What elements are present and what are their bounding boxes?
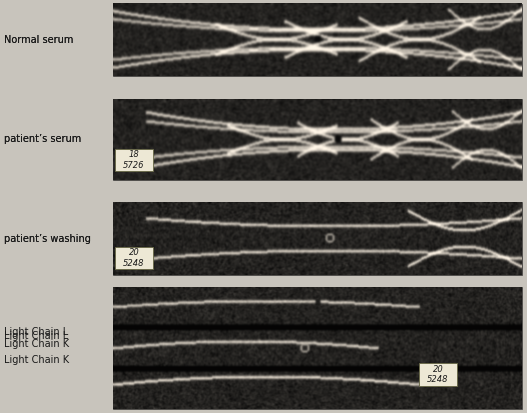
Text: patient’s serum: patient’s serum bbox=[4, 134, 82, 145]
Bar bbox=[113, 4, 522, 76]
Text: Light Chain K: Light Chain K bbox=[4, 355, 70, 365]
FancyBboxPatch shape bbox=[419, 363, 457, 386]
Text: 20
5248: 20 5248 bbox=[123, 248, 144, 268]
Text: Light Chain K: Light Chain K bbox=[4, 339, 70, 349]
FancyBboxPatch shape bbox=[115, 149, 153, 171]
Bar bbox=[113, 287, 522, 409]
FancyBboxPatch shape bbox=[115, 247, 153, 269]
Text: patient’s washing: patient’s washing bbox=[4, 233, 91, 244]
Text: Light Chain L: Light Chain L bbox=[4, 331, 69, 341]
Text: 20
5248: 20 5248 bbox=[427, 365, 448, 385]
Text: Light Chain L: Light Chain L bbox=[4, 328, 69, 337]
Bar bbox=[113, 99, 522, 180]
Text: patient’s washing: patient’s washing bbox=[4, 233, 91, 244]
Text: 18
5726: 18 5726 bbox=[123, 150, 144, 170]
Text: Normal serum: Normal serum bbox=[4, 35, 74, 45]
Text: Normal serum: Normal serum bbox=[4, 35, 74, 45]
Bar bbox=[113, 202, 522, 275]
Text: patient’s serum: patient’s serum bbox=[4, 134, 82, 145]
